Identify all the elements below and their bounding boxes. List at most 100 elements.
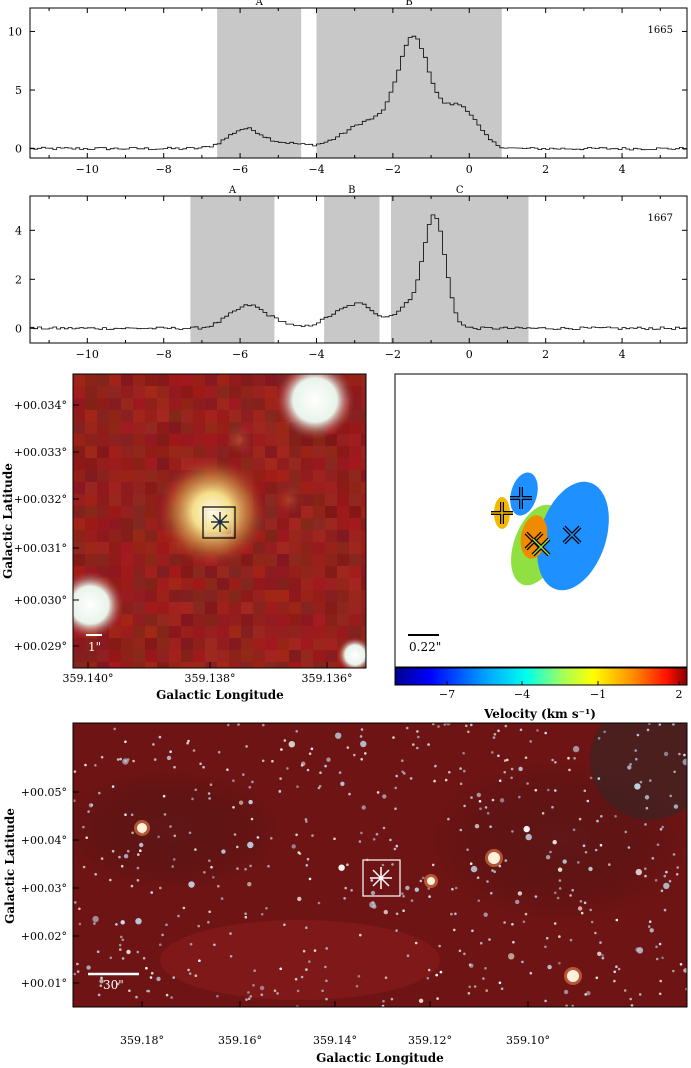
star (488, 938, 491, 941)
zoom-pixel (73, 410, 85, 422)
star (217, 750, 221, 754)
star (150, 971, 154, 975)
star (525, 833, 532, 841)
star (519, 728, 523, 732)
zoom-pixel (289, 662, 301, 668)
star (534, 895, 538, 898)
star (169, 750, 172, 753)
star (469, 963, 474, 968)
star (109, 878, 112, 882)
zoom-pixel (133, 566, 145, 578)
zoom-pixel (229, 614, 241, 626)
star (627, 765, 632, 770)
zoom-pixel (289, 578, 301, 590)
star (244, 912, 247, 915)
star (296, 989, 300, 993)
star (150, 891, 153, 894)
star (510, 776, 513, 780)
star (549, 850, 552, 854)
star (511, 923, 514, 926)
zoom-pixel (181, 626, 193, 638)
zoom-x-axis-label: Galactic Longitude (156, 688, 284, 702)
star (213, 943, 216, 947)
star (360, 758, 364, 761)
star (238, 800, 244, 805)
star (649, 779, 652, 782)
zoom-pixel (265, 458, 277, 470)
star (346, 863, 349, 866)
zoom-pixel (313, 566, 325, 578)
zoom-pixel (253, 590, 265, 602)
star (663, 751, 669, 757)
star (489, 825, 492, 828)
star (233, 833, 237, 836)
zoom-pixel (349, 506, 361, 518)
star (359, 933, 362, 937)
y-tick-label: 0 (15, 322, 22, 335)
star (355, 985, 359, 988)
zoom-pixel (133, 650, 145, 662)
zoom-pixel (349, 446, 361, 458)
star (454, 912, 457, 916)
star (503, 770, 507, 774)
zoom-pixel (277, 518, 289, 530)
star (522, 920, 526, 923)
star (500, 987, 504, 990)
star (536, 729, 539, 732)
zoom-pixel (229, 566, 241, 578)
zoom-pixel (277, 590, 289, 602)
star (74, 901, 77, 904)
zoom-pixel (73, 398, 85, 410)
zoom-pixel (145, 434, 157, 446)
star (248, 785, 252, 789)
star (583, 901, 587, 905)
spectrum-1667-panel: A B C −10 −8 −6 −4 −2 0 2 4 0 2 4 1667 (15, 185, 688, 361)
star (675, 873, 679, 876)
zoom-image (73, 374, 366, 668)
star (340, 781, 345, 786)
star (121, 938, 125, 942)
star (412, 743, 415, 746)
star (395, 774, 399, 778)
star (647, 925, 651, 928)
zoom-pixel (169, 446, 181, 458)
zoom-pixel (301, 530, 313, 542)
zoom-pixel (289, 434, 301, 446)
zoom-pixel (133, 446, 145, 458)
star (335, 732, 342, 739)
zoom-pixel (253, 374, 265, 386)
star (447, 817, 450, 821)
colorbar-label: Velocity (km s⁻¹) (483, 707, 596, 721)
zoom-pixel (337, 458, 349, 470)
zoom-pixel (301, 518, 313, 530)
zoom-pixel (325, 494, 337, 506)
star (644, 823, 647, 826)
star (523, 825, 530, 833)
star (512, 940, 515, 944)
star (245, 998, 248, 1001)
zoom-pixel (85, 386, 97, 398)
zoom-pixel (349, 542, 361, 554)
zoom-pixel (121, 638, 133, 650)
zoom-pixel (193, 578, 205, 590)
star (414, 941, 418, 945)
star (111, 849, 115, 853)
zoom-pixel (289, 458, 301, 470)
zoom-y-tick-label: +00.031° (14, 542, 67, 555)
zoom-pixel (133, 614, 145, 626)
zoom-pixel (229, 626, 241, 638)
zoom-pixel (169, 458, 181, 470)
star (149, 976, 153, 979)
star (427, 968, 431, 972)
star (569, 894, 572, 897)
star (210, 865, 213, 869)
zoom-pixel (85, 494, 97, 506)
zoom-pixel (229, 662, 241, 668)
star (350, 889, 353, 892)
zoom-pixel (337, 446, 349, 458)
star (325, 979, 328, 983)
star (497, 729, 500, 733)
star (283, 923, 286, 926)
zoom-pixel (73, 470, 85, 482)
zoom-pixel (109, 506, 121, 518)
